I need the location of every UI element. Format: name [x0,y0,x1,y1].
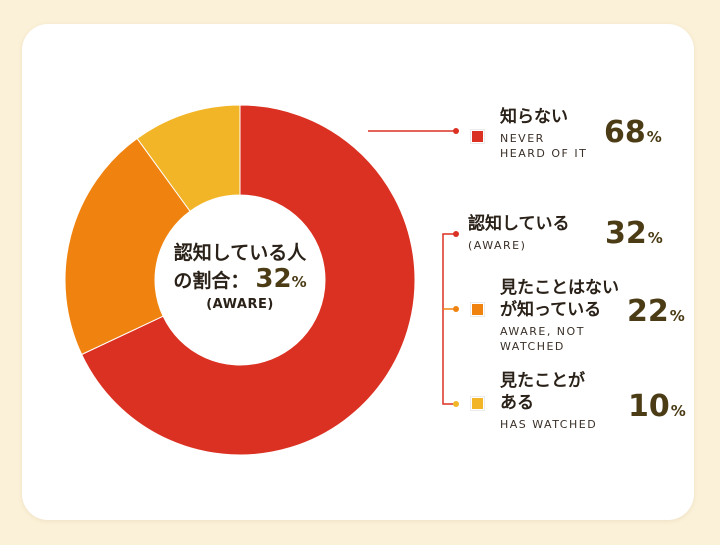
legend-sub-line: HEARD OF IT [500,147,588,160]
legend-sub-line: HAS WATCHED [500,418,598,431]
value-unit: % [669,307,685,325]
legend-value-aware: 32% [605,216,663,251]
value-number: 10 [628,389,670,424]
legend-value-never-heard: 68% [604,115,662,150]
legend-sub-line: WATCHED [500,340,565,353]
legend-title: 見たことはない [500,278,619,298]
legend-sub-line: (AWARE) [468,239,527,252]
value-number: 68 [604,115,646,150]
legend-swatch-has-watched [471,397,484,410]
value-unit: % [647,229,663,247]
legend-item-never-heard: 知らない NEVER HEARD OF IT [468,106,587,161]
center-label-line2: の割合： [173,270,250,292]
slice-aware-not-watched [64,137,191,356]
legend-sub-line: NEVER [500,132,545,145]
slice-never-heard [80,104,416,456]
value-unit: % [646,128,662,146]
legend-swatch-aware-not-watched [471,303,484,316]
center-label-line2-row: の割合： 32% [150,266,330,295]
center-label-line1: 認知している人 [173,242,307,264]
legend-sub-line: AWARE, NOT [500,325,585,338]
legend-swatch-never-heard [471,130,484,143]
center-value-unit: % [291,273,307,291]
legend-value-aware-not-watched: 22% [627,294,685,329]
legend-title: 認知している [468,214,570,234]
legend-title: 見たことが [500,371,585,391]
center-label-sub: (AWARE) [206,297,274,312]
slice-has-watched [136,104,241,212]
center-value-number: 32 [255,264,292,294]
legend-item-aware: 認知している (AWARE) [468,213,570,253]
center-label: 認知している人 の割合： 32% (AWARE) [150,240,330,312]
legend-title: ある [500,393,534,413]
legend-value-has-watched: 10% [628,389,686,424]
value-unit: % [670,402,686,420]
legend-item-aware-not-watched: 見たことはない が知っている AWARE, NOT WATCHED [468,277,619,354]
legend-title: 知らない [500,107,568,127]
legend-title: が知っている [500,300,602,320]
center-label-value: 32% [255,266,306,295]
value-number: 22 [627,294,669,329]
legend-item-has-watched: 見たことが ある HAS WATCHED [468,370,597,432]
value-number: 32 [605,216,647,251]
